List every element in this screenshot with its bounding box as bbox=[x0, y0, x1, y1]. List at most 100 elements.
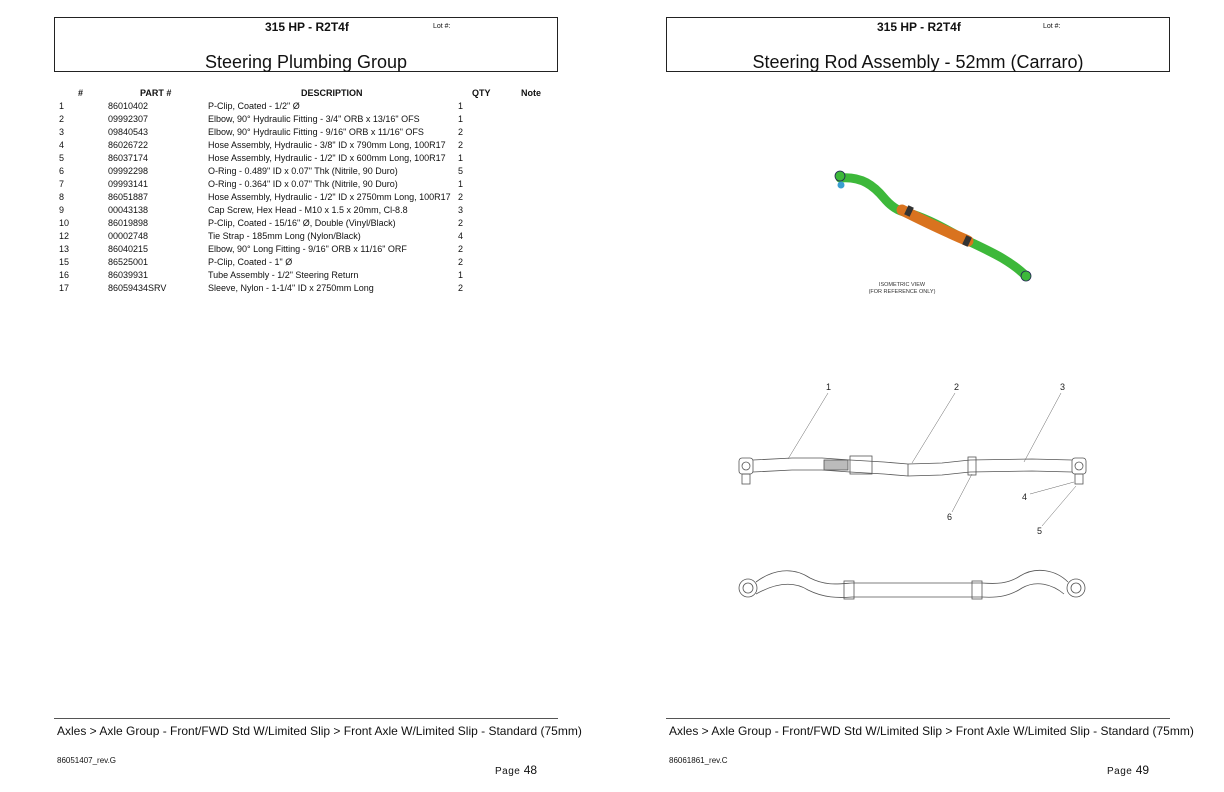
lot-label: Lot #: bbox=[1043, 23, 1061, 30]
footer-divider bbox=[666, 718, 1170, 719]
callout-5: 5 bbox=[1037, 526, 1042, 536]
quantity: 2 bbox=[458, 244, 464, 254]
page-label: Page bbox=[495, 766, 521, 777]
description: Tube Assembly - 1/2" Steering Return bbox=[208, 270, 359, 280]
table-row: 3 09840543 Elbow, 90° Hydraulic Fitting - … bbox=[56, 126, 556, 139]
header-note: Note bbox=[521, 88, 541, 98]
row-number: 7 bbox=[59, 179, 65, 189]
description: Tie Strap - 185mm Long (Nylon/Black) bbox=[208, 231, 361, 241]
quantity: 2 bbox=[458, 192, 464, 202]
table-row: 6 09992298 O-Ring - 0.489" ID x 0.07" Thk … bbox=[56, 165, 556, 178]
header-description: DESCRIPTION bbox=[301, 88, 363, 98]
table-row: 16 86039931 Tube Assembly - 1/2" Steering … bbox=[56, 269, 556, 282]
quantity: 5 bbox=[458, 166, 464, 176]
part-number: 00002748 bbox=[108, 231, 149, 241]
part-number: 86010402 bbox=[108, 101, 149, 111]
callout-leaders bbox=[787, 392, 1077, 527]
table-row: 12 00002748 Tie Strap - 185mm Long (Nylon/… bbox=[56, 230, 556, 243]
iso-label-line1: ISOMETRIC VIEW bbox=[878, 282, 926, 288]
description: Cap Screw, Hex Head - M10 x 1.5 x 20mm, … bbox=[208, 205, 408, 215]
page-number: Page 49 bbox=[1107, 763, 1149, 777]
right-page: 315 HP - R2T4f Lot #: Steering Rod Assem… bbox=[612, 0, 1224, 792]
table-row: 10 86019898 P-Clip, Coated - 15/16" Ø, Dou… bbox=[56, 217, 556, 230]
part-number: 09840543 bbox=[108, 127, 149, 137]
isometric-view-label: ISOMETRIC VIEW (FOR REFERENCE ONLY) bbox=[834, 282, 970, 295]
page-label: Page bbox=[1107, 766, 1133, 777]
quantity: 2 bbox=[458, 218, 464, 228]
row-number: 9 bbox=[59, 205, 65, 215]
description: Hose Assembly, Hydraulic - 1/2" ID x 600… bbox=[208, 153, 446, 163]
row-number: 17 bbox=[59, 283, 70, 293]
description: Sleeve, Nylon - 1-1/4" ID x 2750mm Long bbox=[208, 283, 374, 293]
doc-number: 86061861_rev.C bbox=[669, 756, 728, 765]
description: Elbow, 90° Hydraulic Fitting - 9/16" ORB… bbox=[208, 127, 424, 137]
isometric-rod-view bbox=[834, 170, 1032, 282]
right-header-box: 315 HP - R2T4f Lot #: Steering Rod Assem… bbox=[666, 17, 1170, 72]
description: Elbow, 90° Long Fitting - 9/16" ORB x 11… bbox=[208, 244, 407, 254]
breadcrumb: Axles > Axle Group - Front/FWD Std W/Lim… bbox=[669, 724, 1194, 738]
table-row: 9 00043138 Cap Screw, Hex Head - M10 x 1.5… bbox=[56, 204, 556, 217]
page-number-value: 49 bbox=[1135, 763, 1150, 777]
part-number: 09992307 bbox=[108, 114, 149, 124]
table-row: 5 86037174 Hose Assembly, Hydraulic - 1/2"… bbox=[56, 152, 556, 165]
left-header-box: 315 HP - R2T4f Lot #: Steering Plumbing … bbox=[54, 17, 558, 72]
page-number: Page 48 bbox=[495, 763, 537, 777]
top-view-drawing bbox=[738, 569, 1086, 600]
part-number: 86037174 bbox=[108, 153, 149, 163]
part-number: 86525001 bbox=[108, 257, 149, 267]
row-number: 15 bbox=[59, 257, 70, 267]
part-number: 86019898 bbox=[108, 218, 149, 228]
description: Hose Assembly, Hydraulic - 1/2" ID x 275… bbox=[208, 192, 451, 202]
part-number: 09992298 bbox=[108, 166, 149, 176]
page-number-value: 48 bbox=[523, 763, 538, 777]
part-number: 86039931 bbox=[108, 270, 149, 280]
quantity: 1 bbox=[458, 270, 464, 280]
description: P-Clip, Coated - 1" Ø bbox=[208, 257, 293, 267]
row-number: 2 bbox=[59, 114, 65, 124]
row-number: 12 bbox=[59, 231, 70, 241]
quantity: 3 bbox=[458, 205, 464, 215]
quantity: 1 bbox=[458, 179, 464, 189]
table-row: 17 86059434SRV Sleeve, Nylon - 1-1/4" ID x… bbox=[56, 282, 556, 295]
row-number: 1 bbox=[59, 101, 65, 111]
callout-2: 2 bbox=[954, 382, 959, 392]
part-number: 86026722 bbox=[108, 140, 149, 150]
table-header: # PART # DESCRIPTION QTY Note bbox=[56, 87, 556, 100]
part-number: 86051887 bbox=[108, 192, 149, 202]
quantity: 2 bbox=[458, 127, 464, 137]
iso-label-line2: (FOR REFERENCE ONLY) bbox=[868, 288, 936, 295]
quantity: 2 bbox=[458, 257, 464, 267]
table-row: 15 86525001 P-Clip, Coated - 1" Ø 2 bbox=[56, 256, 556, 269]
description: O-Ring - 0.489" ID x 0.07" Thk (Nitrile,… bbox=[208, 166, 398, 176]
model-label: 315 HP - R2T4f bbox=[265, 20, 349, 34]
parts-table: # PART # DESCRIPTION QTY Note 1 86010402 P… bbox=[56, 87, 556, 295]
steering-rod-drawing: 1 2 3 4 5 6 bbox=[738, 170, 1087, 600]
breadcrumb: Axles > Axle Group - Front/FWD Std W/Lim… bbox=[57, 724, 582, 738]
table-row: 8 86051887 Hose Assembly, Hydraulic - 1/2"… bbox=[56, 191, 556, 204]
part-number: 86059434SRV bbox=[108, 283, 167, 293]
callout-6: 6 bbox=[947, 512, 952, 522]
quantity: 1 bbox=[458, 114, 464, 124]
table-row: 7 09993141 O-Ring - 0.364" ID x 0.07" Thk … bbox=[56, 178, 556, 191]
description: P-Clip, Coated - 15/16" Ø, Double (Vinyl… bbox=[208, 218, 396, 228]
model-label: 315 HP - R2T4f bbox=[877, 20, 961, 34]
row-number: 6 bbox=[59, 166, 65, 176]
footer-divider bbox=[54, 718, 558, 719]
quantity: 1 bbox=[458, 153, 464, 163]
row-number: 5 bbox=[59, 153, 65, 163]
quantity: 4 bbox=[458, 231, 464, 241]
part-number: 00043138 bbox=[108, 205, 149, 215]
side-view-drawing bbox=[738, 455, 1087, 485]
table-row: 1 86010402 P-Clip, Coated - 1/2" Ø 1 bbox=[56, 100, 556, 113]
row-number: 4 bbox=[59, 140, 65, 150]
description: P-Clip, Coated - 1/2" Ø bbox=[208, 101, 300, 111]
doc-number: 86051407_rev.G bbox=[57, 756, 117, 765]
row-number: 16 bbox=[59, 270, 70, 280]
table-row: 4 86026722 Hose Assembly, Hydraulic - 3/8"… bbox=[56, 139, 556, 152]
quantity: 1 bbox=[458, 101, 464, 111]
page-title: Steering Rod Assembly - 52mm (Carraro) bbox=[752, 52, 1084, 72]
description: O-Ring - 0.364" ID x 0.07" Thk (Nitrile,… bbox=[208, 179, 398, 189]
part-number: 86040215 bbox=[108, 244, 149, 254]
page-title: Steering Plumbing Group bbox=[204, 52, 408, 72]
description: Elbow, 90° Hydraulic Fitting - 3/4" ORB … bbox=[208, 114, 420, 124]
